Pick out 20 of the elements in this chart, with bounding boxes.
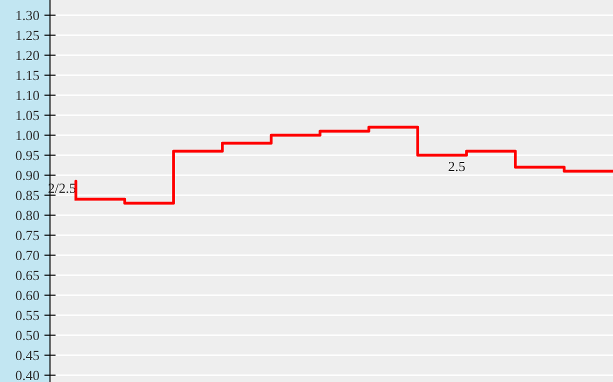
y-tick-label: 0.90 — [16, 170, 40, 180]
y-tick-label: 0.55 — [16, 310, 40, 320]
y-tick-label: 0.75 — [16, 230, 40, 240]
y-tick-label: 0.95 — [16, 150, 40, 160]
y-tick-label: 0.80 — [16, 210, 40, 220]
y-tick-label: 1.15 — [16, 70, 40, 80]
y-tick-label: 0.70 — [16, 250, 40, 260]
y-tick-label: 0.40 — [16, 370, 40, 380]
y-tick-label: 1.20 — [16, 50, 40, 60]
annotation: 2.5 — [448, 162, 465, 172]
y-tick-label: 0.85 — [16, 190, 40, 200]
y-tick-label: 0.45 — [16, 350, 40, 360]
y-tick-label: 1.25 — [16, 30, 40, 40]
y-tick-label: 1.30 — [16, 10, 40, 20]
y-tick-label: 0.50 — [16, 330, 40, 340]
y-tick-label: 1.10 — [16, 90, 40, 100]
y-tick-label: 0.65 — [16, 270, 40, 280]
y-tick-label: 1.00 — [16, 130, 40, 140]
y-tick-label: 0.60 — [16, 290, 40, 300]
y-tick-label: 1.05 — [16, 110, 40, 120]
